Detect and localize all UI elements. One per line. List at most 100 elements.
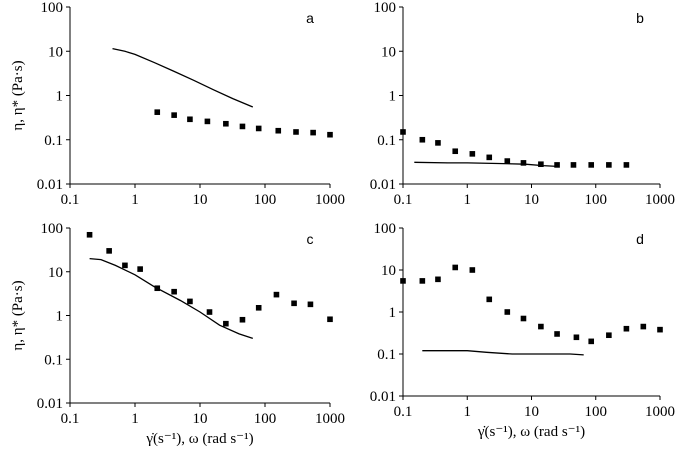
data-point-square — [486, 154, 493, 161]
y-tick-label: 10 — [48, 265, 63, 281]
y-tick-label: 100 — [374, 0, 397, 16]
y-tick-label: 0.01 — [370, 177, 396, 193]
data-point-square — [588, 162, 595, 168]
x-tick-label: 1 — [464, 192, 472, 208]
y-tick-label: 10 — [48, 44, 63, 60]
data-point-square — [154, 109, 161, 115]
data-point-square — [573, 334, 580, 341]
data-point-square — [273, 291, 280, 298]
x-tick-label: 1 — [464, 404, 472, 420]
data-point-square — [255, 125, 262, 132]
data-point-square — [554, 331, 560, 337]
panel-letter: a — [306, 10, 314, 26]
y-axis-title: η, η* (Pa·s) — [10, 60, 26, 130]
data-point-square — [187, 116, 193, 123]
data-point-square — [504, 309, 511, 315]
data-point-square — [327, 131, 333, 138]
data-point-square — [293, 129, 299, 135]
data-point-square — [469, 267, 476, 273]
x-tick-label: 0.1 — [61, 192, 80, 208]
y-axis-title: η, η* (Pa·s) — [10, 280, 26, 350]
series-line — [89, 257, 254, 340]
y-tick-label: 10 — [381, 263, 396, 279]
data-point-square — [239, 316, 246, 323]
panel-letter: d — [636, 231, 644, 247]
data-point-square — [640, 323, 647, 330]
data-point-square — [657, 326, 663, 333]
x-tick-label: 100 — [254, 192, 277, 208]
data-point-square — [435, 276, 441, 283]
series-line — [414, 161, 558, 168]
data-point-square — [255, 304, 262, 311]
y-tick-label: 1 — [56, 309, 64, 325]
data-point-square — [307, 301, 314, 308]
data-point-square — [310, 129, 316, 136]
panel-letter: b — [636, 10, 644, 26]
data-point-square — [538, 323, 544, 330]
y-tick-label: 0.1 — [44, 133, 63, 149]
x-tick-label: 1000 — [645, 404, 675, 420]
data-point-square — [400, 129, 406, 135]
x-tick-label: 100 — [585, 192, 608, 208]
x-axis-title: γ̇(s⁻¹), ω (rad s⁻¹) — [477, 424, 585, 440]
y-tick-label: 100 — [41, 0, 64, 16]
data-point-square — [554, 162, 560, 168]
series-line — [422, 350, 584, 356]
x-tick-label: 0.1 — [394, 404, 413, 420]
data-point-square — [570, 162, 577, 168]
data-point-square — [86, 231, 93, 238]
data-point-square — [223, 320, 229, 327]
y-tick-label: 1 — [389, 89, 397, 105]
y-tick-label: 100 — [41, 221, 64, 237]
data-point-square — [606, 332, 612, 339]
data-point-square — [623, 162, 630, 168]
x-tick-label: 1 — [131, 192, 139, 208]
y-tick-label: 0.01 — [370, 389, 396, 405]
data-point-square — [137, 266, 143, 272]
x-tick-label: 0.1 — [61, 411, 80, 427]
data-point-square — [588, 338, 595, 345]
x-tick-label: 100 — [254, 411, 277, 427]
data-point-square — [452, 264, 459, 271]
x-tick-label: 10 — [193, 411, 208, 427]
y-tick-label: 1 — [56, 89, 64, 105]
data-point-square — [327, 316, 333, 323]
x-axis-title: γ̇(s⁻¹), ω (rad s⁻¹) — [145, 431, 253, 447]
data-point-square — [504, 158, 511, 164]
y-tick-label: 0.01 — [37, 396, 63, 412]
data-point-square — [239, 123, 246, 130]
y-tick-label: 100 — [374, 221, 397, 237]
data-point-square — [520, 160, 527, 166]
data-point-square — [275, 127, 282, 134]
x-tick-label: 1000 — [645, 192, 675, 208]
x-tick-label: 0.1 — [394, 192, 413, 208]
data-point-square — [106, 248, 112, 254]
data-point-square — [204, 118, 211, 125]
data-point-square — [171, 112, 177, 118]
data-point-square — [520, 315, 527, 322]
x-tick-label: 10 — [193, 192, 208, 208]
data-point-square — [171, 288, 177, 295]
data-point-square — [538, 161, 544, 168]
data-point-square — [452, 148, 459, 155]
y-tick-label: 1 — [389, 305, 397, 321]
data-point-square — [469, 151, 476, 157]
x-tick-label: 100 — [585, 404, 608, 420]
x-tick-label: 10 — [524, 192, 539, 208]
y-tick-label: 0.01 — [37, 177, 63, 193]
x-tick-label: 1000 — [315, 411, 345, 427]
series-line — [112, 47, 254, 108]
data-point-square — [122, 262, 128, 269]
data-point-square — [154, 285, 161, 292]
x-tick-label: 10 — [524, 404, 539, 420]
data-point-square — [206, 309, 213, 315]
data-point-square — [419, 136, 426, 143]
data-point-square — [623, 325, 630, 332]
y-tick-label: 10 — [381, 44, 396, 60]
y-tick-label: 0.1 — [377, 347, 396, 363]
data-point-square — [606, 162, 612, 168]
